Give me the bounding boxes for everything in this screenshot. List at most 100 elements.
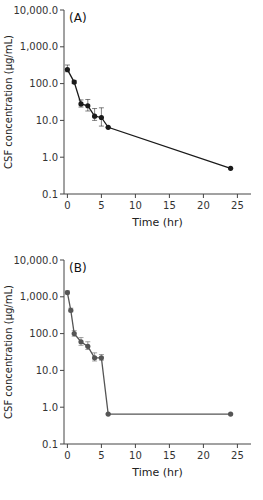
x-tick-label: 5 bbox=[98, 200, 104, 211]
x-tick-label: 25 bbox=[231, 450, 244, 461]
panel: 0.1 1.0 10.0 100.0 1,000.0 10,000.0 0 5 10 15 20 25… bbox=[3, 255, 251, 480]
y-tick-label: 100.0 bbox=[29, 78, 58, 89]
x-tick bbox=[237, 444, 238, 448]
data-point bbox=[92, 114, 97, 119]
x-tick-label: 5 bbox=[98, 450, 104, 461]
y-tick-label: 0.1 bbox=[42, 439, 58, 450]
error-bar-cap bbox=[65, 65, 70, 66]
y-tick bbox=[60, 157, 64, 158]
series-line bbox=[67, 70, 230, 169]
error-bar-cap bbox=[92, 361, 97, 362]
error-bar-cap bbox=[92, 120, 97, 121]
y-tick bbox=[60, 333, 64, 334]
y-tick bbox=[60, 370, 64, 371]
error-bar bbox=[79, 338, 84, 346]
x-tick bbox=[67, 194, 68, 198]
data-point bbox=[99, 355, 104, 360]
error-bar bbox=[65, 65, 70, 72]
x-tick bbox=[135, 194, 136, 198]
y-axis-label: CSF concentration (μg/mL) bbox=[3, 35, 14, 169]
data-point bbox=[228, 411, 233, 416]
data-point bbox=[85, 344, 90, 349]
x-tick bbox=[237, 194, 238, 198]
y-tick-label: 10.0 bbox=[36, 115, 58, 126]
error-bar bbox=[85, 99, 90, 111]
x-tick bbox=[203, 444, 204, 448]
data-point bbox=[72, 331, 77, 336]
y-tick-label: 10,000.0 bbox=[13, 5, 58, 16]
x-axis-label: Time (hr) bbox=[131, 466, 183, 479]
x-axis-label: Time (hr) bbox=[131, 216, 183, 229]
y-tick bbox=[60, 10, 64, 11]
y-tick-label: 10.0 bbox=[36, 365, 58, 376]
data-point bbox=[85, 103, 90, 108]
x-tick bbox=[101, 444, 102, 448]
error-bar-cap bbox=[85, 341, 90, 342]
plot-area bbox=[65, 290, 233, 417]
y-tick-label: 1.0 bbox=[42, 402, 58, 413]
y-tick-label: 1.0 bbox=[42, 152, 58, 163]
panel-label: (B) bbox=[69, 261, 87, 275]
x-tick-label: 10 bbox=[129, 450, 142, 461]
x-tick bbox=[135, 444, 136, 448]
error-bar bbox=[99, 355, 104, 361]
y-tick bbox=[60, 444, 64, 445]
y-tick bbox=[60, 46, 64, 47]
error-bar bbox=[85, 342, 90, 350]
x-tick-label: 20 bbox=[197, 450, 210, 461]
error-bar bbox=[79, 100, 84, 107]
error-bar-cap bbox=[85, 111, 90, 112]
x-tick bbox=[169, 444, 170, 448]
error-bar-cap bbox=[85, 99, 90, 100]
error-bar-cap bbox=[92, 352, 97, 353]
y-axis-line bbox=[64, 260, 65, 444]
error-bar bbox=[92, 109, 97, 121]
error-bar-cap bbox=[99, 107, 104, 108]
x-axis-line bbox=[64, 194, 251, 195]
x-axis-line bbox=[64, 444, 251, 445]
series-line bbox=[67, 293, 230, 414]
x-tick bbox=[203, 194, 204, 198]
error-bar-cap bbox=[79, 107, 84, 108]
y-tick-label: 0.1 bbox=[42, 189, 58, 200]
data-point bbox=[72, 79, 77, 84]
y-tick bbox=[60, 194, 64, 195]
data-point bbox=[106, 125, 111, 130]
data-point bbox=[68, 308, 73, 313]
x-tick-label: 25 bbox=[231, 200, 244, 211]
y-tick bbox=[60, 83, 64, 84]
x-tick-label: 15 bbox=[163, 450, 176, 461]
y-tick-label: 1,000.0 bbox=[20, 291, 58, 302]
error-bar-cap bbox=[79, 345, 84, 346]
x-tick bbox=[67, 444, 68, 448]
y-tick-label: 10,000.0 bbox=[13, 255, 58, 266]
data-point bbox=[78, 101, 83, 106]
panel: 0.11.010.0100.01,000.010,000.00510152025… bbox=[3, 5, 251, 230]
x-tick-label: 15 bbox=[163, 200, 176, 211]
error-bar-cap bbox=[99, 126, 104, 127]
y-axis-line bbox=[64, 10, 65, 194]
x-tick-label: 10 bbox=[129, 200, 142, 211]
error-bar-cap bbox=[99, 354, 104, 355]
error-bar-cap bbox=[85, 349, 90, 350]
panel-label: (A) bbox=[69, 11, 87, 25]
data-point bbox=[228, 166, 233, 171]
x-tick bbox=[101, 194, 102, 198]
x-tick-label: 0 bbox=[64, 450, 70, 461]
data-point bbox=[65, 290, 70, 295]
data-point bbox=[106, 411, 111, 416]
data-point bbox=[78, 339, 83, 344]
x-tick-label: 20 bbox=[197, 200, 210, 211]
y-tick bbox=[60, 260, 64, 261]
data-point bbox=[99, 115, 104, 120]
error-bar-cap bbox=[92, 108, 97, 109]
y-tick-label: 100.0 bbox=[29, 328, 58, 339]
data-point bbox=[92, 355, 97, 360]
error-bar bbox=[99, 108, 104, 126]
y-tick bbox=[60, 407, 64, 408]
y-tick bbox=[60, 296, 64, 297]
x-tick bbox=[169, 194, 170, 198]
data-point bbox=[65, 67, 70, 72]
x-tick-label: 0 bbox=[64, 200, 70, 211]
y-tick bbox=[60, 120, 64, 121]
